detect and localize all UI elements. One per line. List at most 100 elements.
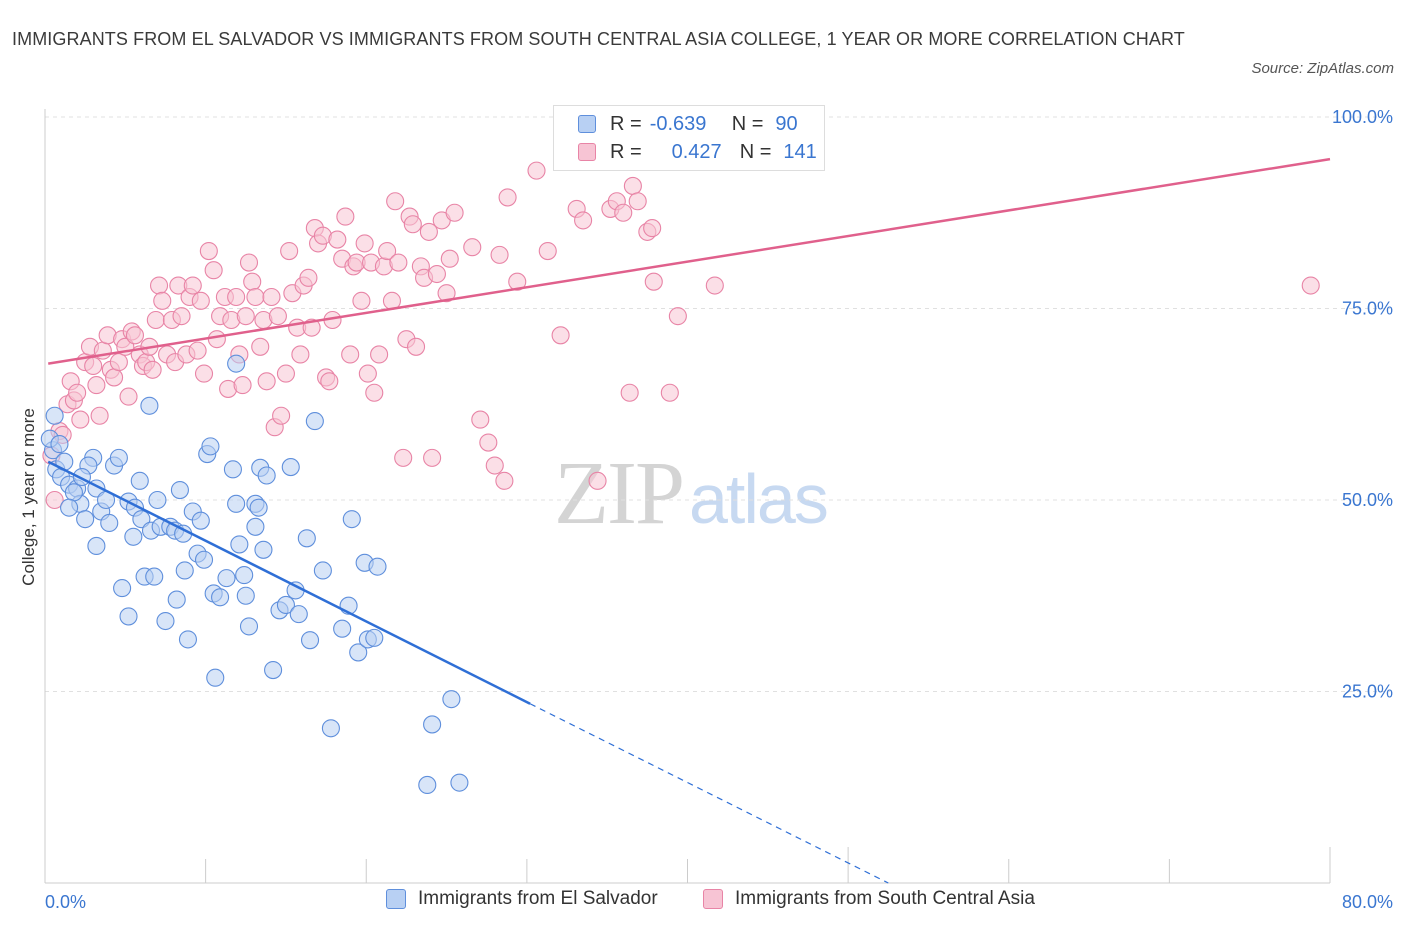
data-point-el-salvador xyxy=(156,611,175,631)
data-point-el-salvador xyxy=(230,535,249,554)
series-legend: Immigrants from El Salvador Immigrants f… xyxy=(0,888,1406,916)
x-tick-label: 0.0% xyxy=(45,892,86,912)
legend-swatch-blue xyxy=(386,889,406,909)
data-point-south-central-asia xyxy=(125,326,144,345)
data-point-el-salvador xyxy=(191,511,210,530)
data-point-south-central-asia xyxy=(378,242,397,261)
data-point-el-salvador xyxy=(442,690,461,709)
data-point-south-central-asia xyxy=(87,376,106,395)
data-point-south-central-asia xyxy=(628,192,647,211)
watermark-atlas: atlas xyxy=(689,460,829,538)
legend-item-south-central-asia[interactable]: Immigrants from South Central Asia xyxy=(703,888,1035,910)
data-point-south-central-asia xyxy=(660,383,679,402)
r-value: -0.639 xyxy=(649,112,707,135)
data-point-south-central-asia xyxy=(614,203,633,222)
data-point-south-central-asia xyxy=(90,406,109,425)
trend-line-south-central-asia xyxy=(48,157,1331,365)
data-point-el-salvador xyxy=(349,643,368,662)
data-point-south-central-asia xyxy=(705,276,724,295)
data-point-south-central-asia xyxy=(1301,276,1320,295)
data-point-south-central-asia xyxy=(403,215,422,234)
data-point-south-central-asia xyxy=(406,337,426,356)
watermark: ZIPatlas xyxy=(554,442,829,545)
data-point-south-central-asia xyxy=(623,176,642,195)
data-point-el-salvador xyxy=(249,498,268,517)
data-point-south-central-asia xyxy=(508,272,527,291)
data-point-south-central-asia xyxy=(119,387,138,406)
data-point-el-salvador xyxy=(206,668,225,687)
data-point-south-central-asia xyxy=(146,310,165,330)
data-point-south-central-asia xyxy=(419,222,438,241)
data-point-south-central-asia xyxy=(246,287,265,307)
data-point-south-central-asia xyxy=(574,211,593,230)
data-point-south-central-asia xyxy=(498,188,517,207)
data-point-el-salvador xyxy=(342,510,361,529)
chart-title: IMMIGRANTS FROM EL SALVADOR VS IMMIGRANT… xyxy=(12,29,1185,49)
data-point-south-central-asia xyxy=(71,410,90,429)
data-point-el-salvador xyxy=(236,586,255,605)
data-point-el-salvador xyxy=(60,498,79,517)
legend-swatch-blue xyxy=(578,115,596,133)
data-point-el-salvador xyxy=(289,605,308,624)
y-tick-label: 75.0% xyxy=(1342,299,1393,319)
data-point-el-salvador xyxy=(281,458,300,477)
data-point-south-central-asia xyxy=(551,326,570,345)
data-point-el-salvador xyxy=(211,588,230,607)
n-label: N = xyxy=(739,140,772,163)
data-point-south-central-asia xyxy=(262,287,281,307)
data-point-south-central-asia xyxy=(188,341,207,360)
data-point-el-salvador xyxy=(450,773,469,792)
data-point-south-central-asia xyxy=(257,372,276,391)
correlation-legend: R = -0.639 N = 90 R = 0.427 N = 141 xyxy=(553,105,825,171)
data-point-south-central-asia xyxy=(643,219,662,238)
data-point-el-salvador xyxy=(100,513,119,533)
data-point-el-salvador xyxy=(257,466,276,485)
data-point-south-central-asia xyxy=(251,337,270,356)
n-label: N = xyxy=(731,112,764,135)
data-point-el-salvador xyxy=(194,550,214,569)
data-point-south-central-asia xyxy=(355,234,374,253)
data-point-south-central-asia xyxy=(471,410,490,429)
data-point-south-central-asia xyxy=(644,272,663,291)
y-tick-label: 50.0% xyxy=(1342,490,1393,510)
data-point-el-salvador xyxy=(365,628,384,647)
data-point-south-central-asia xyxy=(485,456,504,475)
data-point-south-central-asia xyxy=(191,291,210,310)
data-point-south-central-asia xyxy=(423,448,442,467)
data-point-south-central-asia xyxy=(620,383,639,402)
data-point-el-salvador xyxy=(113,579,132,598)
data-point-south-central-asia xyxy=(320,372,339,391)
legend-item-el-salvador[interactable]: Immigrants from El Salvador xyxy=(386,888,658,910)
r-label: R = xyxy=(610,140,642,163)
data-point-el-salvador xyxy=(227,354,246,373)
data-point-south-central-asia xyxy=(427,264,446,284)
trend-line-el-salvador xyxy=(47,460,531,705)
data-point-south-central-asia xyxy=(143,360,162,379)
data-point-el-salvador xyxy=(201,437,220,456)
watermark-zip: ZIP xyxy=(554,444,685,543)
legend-label: Immigrants from South Central Asia xyxy=(735,888,1035,909)
y-tick-label: 25.0% xyxy=(1342,682,1393,702)
data-point-el-salvador xyxy=(50,435,69,454)
data-point-el-salvador xyxy=(148,490,167,510)
data-point-el-salvador xyxy=(178,630,198,649)
data-point-el-salvador xyxy=(423,715,442,734)
data-point-el-salvador xyxy=(368,557,387,576)
data-point-el-salvador xyxy=(119,607,138,626)
data-point-south-central-asia xyxy=(272,406,291,425)
data-point-south-central-asia xyxy=(68,383,87,402)
data-point-el-salvador xyxy=(305,412,324,431)
r-value: 0.427 xyxy=(671,140,722,163)
data-point-el-salvador xyxy=(124,527,143,546)
data-point-south-central-asia xyxy=(336,207,355,226)
legend-row-south-central-asia: R = 0.427 N = 141 xyxy=(578,138,817,166)
data-point-el-salvador xyxy=(264,661,283,680)
data-point-el-salvador xyxy=(333,619,352,638)
data-point-south-central-asia xyxy=(352,291,371,310)
data-point-el-salvador xyxy=(297,529,316,548)
data-point-south-central-asia xyxy=(341,345,360,364)
data-point-south-central-asia xyxy=(276,364,295,383)
data-point-south-central-asia xyxy=(495,471,514,490)
data-point-south-central-asia xyxy=(172,307,191,326)
